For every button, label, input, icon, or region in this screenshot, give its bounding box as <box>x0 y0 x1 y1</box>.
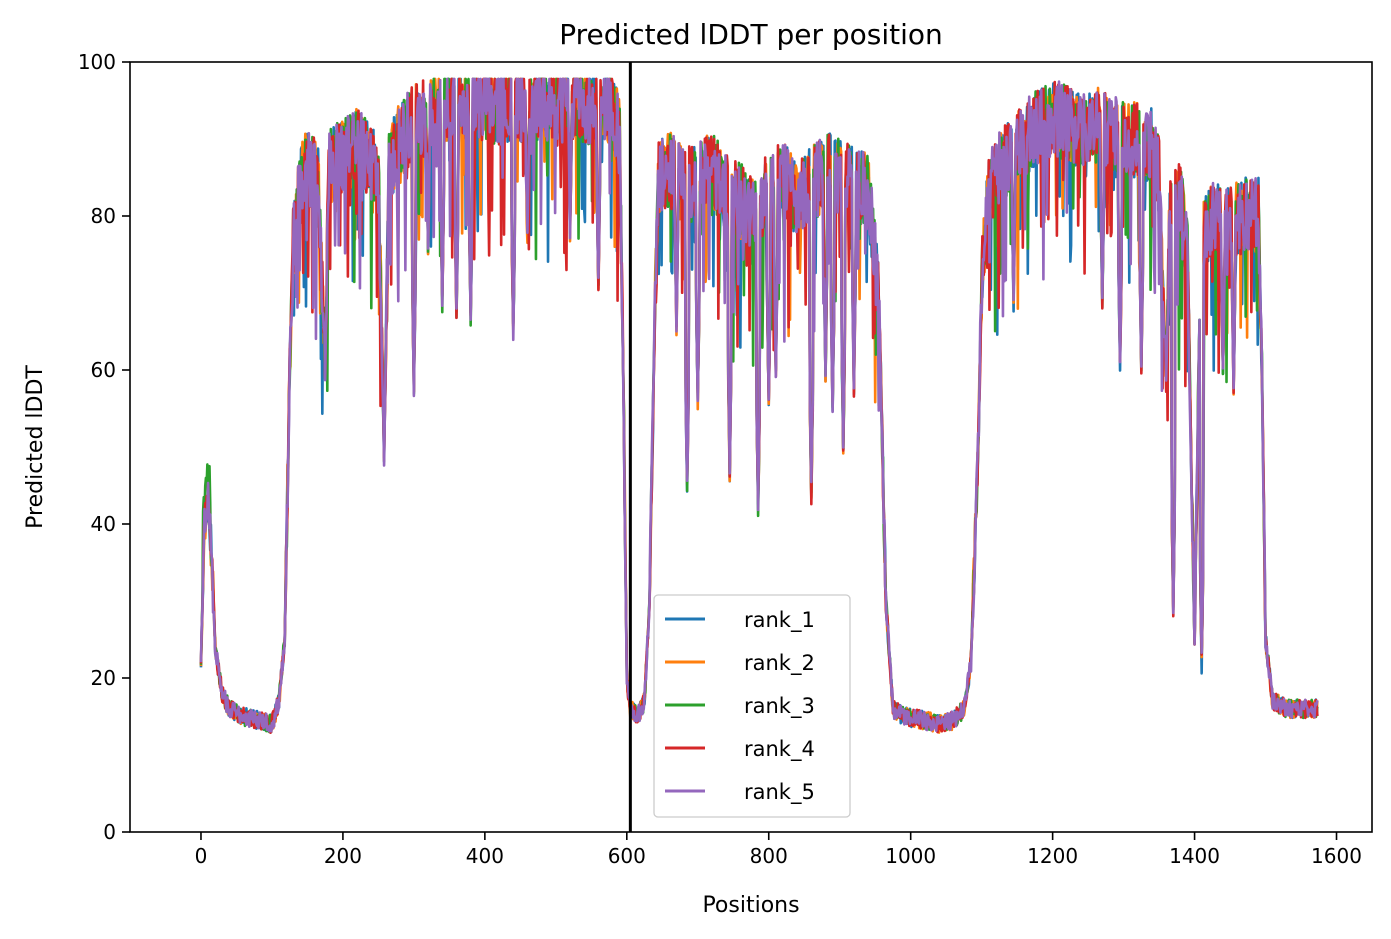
chart-title: Predicted lDDT per position <box>559 18 943 51</box>
x-tick-label: 1200 <box>1027 844 1078 868</box>
legend-label: rank_2 <box>744 651 815 676</box>
y-tick-label: 80 <box>91 204 116 228</box>
legend-label: rank_3 <box>744 694 815 719</box>
legend-label: rank_4 <box>744 737 815 762</box>
y-tick-label: 100 <box>78 50 116 74</box>
y-axis-label: Predicted lDDT <box>23 365 48 529</box>
x-tick-label: 0 <box>195 844 208 868</box>
x-tick-label: 1400 <box>1169 844 1220 868</box>
series-line-rank-5 <box>199 77 1319 733</box>
x-tick-label: 200 <box>324 844 362 868</box>
axes-frame <box>129 61 1373 833</box>
plot-area <box>129 61 1373 833</box>
x-tick-label: 1000 <box>885 844 936 868</box>
x-tick-label: 600 <box>608 844 646 868</box>
y-axis-ticks: 0 20 40 60 80 100 <box>78 50 130 844</box>
x-tick-label: 800 <box>750 844 788 868</box>
x-tick-label: 1600 <box>1311 844 1362 868</box>
y-tick-label: 20 <box>91 666 116 690</box>
legend-label: rank_5 <box>744 780 815 805</box>
y-tick-label: 0 <box>103 820 116 844</box>
y-tick-label: 40 <box>91 512 116 536</box>
legend: rank_1 rank_2 rank_3 rank_4 rank_5 <box>653 594 851 818</box>
legend-box <box>653 594 851 818</box>
x-axis-ticks: 0 200 400 600 800 1000 1200 1400 1600 <box>195 832 1362 868</box>
x-axis-label: Positions <box>702 893 799 918</box>
legend-label: rank_1 <box>744 608 815 633</box>
x-tick-label: 400 <box>466 844 504 868</box>
series-lines <box>199 77 1319 734</box>
y-tick-label: 60 <box>91 358 116 382</box>
